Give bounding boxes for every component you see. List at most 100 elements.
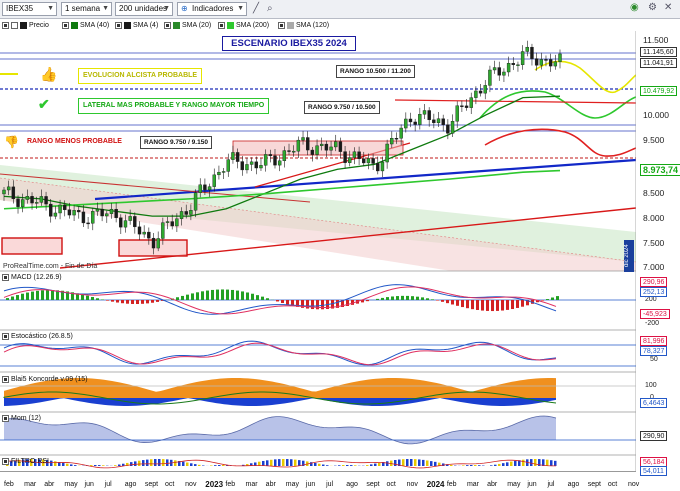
macd-histogram-bar bbox=[236, 290, 239, 300]
candle-body bbox=[226, 159, 230, 172]
units-select[interactable]: 200 unidades ▼ bbox=[115, 2, 173, 16]
legend-item-sma120[interactable]: SMA (120) bbox=[278, 20, 329, 31]
zoom-icon[interactable]: ⌕ bbox=[267, 3, 273, 14]
stoch-tag-1: 81,996 bbox=[640, 336, 668, 346]
candle-body bbox=[189, 210, 193, 215]
time-label: feb bbox=[4, 481, 14, 488]
checkbox-icon[interactable] bbox=[2, 333, 9, 340]
macd-histogram-bar bbox=[536, 300, 539, 303]
legend-item-sma4[interactable]: SMA (4) bbox=[115, 20, 158, 31]
checkbox-icon[interactable] bbox=[2, 274, 9, 281]
candle-body bbox=[193, 192, 198, 211]
momentum-line bbox=[3, 415, 557, 445]
macd-histogram-bar bbox=[171, 298, 174, 300]
price-tag-sma4: 11.041,91 bbox=[640, 58, 677, 68]
indicators-button[interactable]: ⊕ Indicadores ▼ bbox=[177, 2, 247, 16]
legend-add[interactable]: Precio bbox=[2, 20, 49, 31]
macd-histogram-bar bbox=[86, 295, 89, 300]
globe-icon[interactable]: ◉ bbox=[630, 2, 639, 13]
stoch-label-row[interactable]: Estocástico (26.8.5) bbox=[2, 333, 73, 340]
rsi-filter-bar bbox=[198, 464, 201, 466]
close-icon[interactable]: ✕ bbox=[664, 2, 673, 13]
macd-label-row[interactable]: MACD (12.26.9) bbox=[2, 274, 62, 281]
rsi-filter-bar bbox=[94, 465, 97, 466]
koncorde-panel bbox=[0, 378, 636, 406]
legend-item-sma200[interactable]: SMA (200) bbox=[218, 20, 269, 31]
macd-histogram-bar bbox=[416, 296, 419, 300]
candle-body bbox=[478, 90, 483, 94]
rsi-filter-bar bbox=[466, 465, 469, 466]
candle-body bbox=[329, 146, 333, 151]
checkbox-icon[interactable] bbox=[2, 415, 9, 422]
rsi-filter-bar bbox=[194, 464, 197, 466]
candle-body bbox=[133, 216, 137, 228]
rsi-filter-bar bbox=[134, 461, 137, 466]
check-icon: ✔ bbox=[38, 96, 50, 112]
macd-histogram-bar bbox=[501, 300, 504, 311]
legend-item-sma40[interactable]: SMA (40) bbox=[62, 20, 109, 31]
mom-label-row[interactable]: Mom (12) bbox=[2, 415, 41, 422]
checkbox-icon[interactable] bbox=[278, 22, 285, 29]
checkbox-icon[interactable] bbox=[218, 22, 225, 29]
mom-label: Mom (12) bbox=[11, 415, 41, 422]
rsi-label-row[interactable]: FILTRO RSI bbox=[2, 458, 49, 465]
chevron-down-icon: ▼ bbox=[102, 5, 109, 12]
time-label: nov bbox=[185, 481, 197, 488]
series-legend: Precio SMA (40) SMA (4) SMA (20) SMA (20… bbox=[0, 20, 680, 31]
macd-histogram-bar bbox=[326, 300, 329, 310]
candle-body bbox=[109, 208, 114, 214]
macd-histogram-bar bbox=[376, 298, 379, 300]
draw-tool-icon[interactable]: ╱ bbox=[253, 3, 260, 14]
macd-histogram-bar bbox=[306, 300, 309, 309]
macd-histogram-bar bbox=[541, 300, 544, 301]
tick-8500: 8.500 bbox=[643, 188, 665, 198]
candle-body bbox=[380, 161, 385, 172]
candle-body bbox=[67, 209, 72, 216]
symbol-select[interactable]: IBEX35 ▼ bbox=[2, 2, 57, 16]
rsi-filter-bar bbox=[86, 465, 89, 466]
macd-histogram-bar bbox=[506, 300, 509, 310]
macd-histogram-bar bbox=[56, 290, 59, 300]
candle-body bbox=[376, 163, 380, 172]
stoch-d-line bbox=[3, 342, 557, 366]
macd-histogram-bar bbox=[221, 289, 224, 300]
macd-histogram-bar bbox=[496, 300, 499, 311]
candle-body bbox=[11, 186, 16, 200]
checkbox-icon[interactable] bbox=[115, 22, 122, 29]
checkbox-icon[interactable] bbox=[62, 22, 69, 29]
macd-histogram-bar bbox=[481, 300, 484, 311]
rsi-filter-bar bbox=[98, 465, 101, 466]
candle-body bbox=[63, 204, 67, 210]
macd-histogram-bar bbox=[266, 298, 269, 300]
macd-histogram-bar bbox=[101, 299, 104, 300]
candle-body bbox=[320, 143, 324, 146]
rsi-filter-bar bbox=[314, 462, 317, 466]
checkbox-icon[interactable] bbox=[2, 458, 9, 465]
rsi-filter-bar bbox=[366, 465, 369, 466]
red-channel bbox=[0, 178, 636, 271]
rsi-filter-bar bbox=[374, 463, 377, 466]
candle-body bbox=[30, 196, 34, 204]
checkbox-icon[interactable] bbox=[2, 22, 9, 29]
macd-histogram-bar bbox=[361, 300, 364, 303]
macd-tick-minus200: -200 bbox=[645, 320, 660, 327]
macd-histogram-bar bbox=[36, 290, 39, 300]
settings-icon[interactable]: ⚙ bbox=[648, 2, 657, 13]
candle-body bbox=[497, 67, 501, 76]
price-axis[interactable] bbox=[636, 31, 680, 471]
checkbox-icon[interactable] bbox=[11, 22, 18, 29]
time-axis[interactable]: feb mar abr may jun jul ago sept oct nov 2023 feb ma… bbox=[0, 471, 639, 491]
time-label: jul bbox=[547, 481, 555, 488]
legend-item-sma20[interactable]: SMA (20) bbox=[164, 20, 211, 31]
checkbox-icon[interactable] bbox=[2, 376, 9, 383]
koncorde-label-row[interactable]: Blai5 Koncorde v.09 (15) bbox=[2, 376, 88, 383]
rsi-filter-bar bbox=[418, 459, 421, 466]
rsi-filter-bar bbox=[62, 462, 65, 466]
rsi-filter-bar bbox=[278, 459, 281, 466]
checkbox-icon[interactable] bbox=[164, 22, 171, 29]
price-swatch bbox=[20, 22, 27, 29]
macd-histogram-bar bbox=[446, 300, 449, 304]
rsi-filter-bar bbox=[406, 459, 409, 466]
period-select[interactable]: 1 semana ▼ bbox=[61, 2, 112, 16]
chevron-down-icon: ▼ bbox=[47, 5, 54, 12]
